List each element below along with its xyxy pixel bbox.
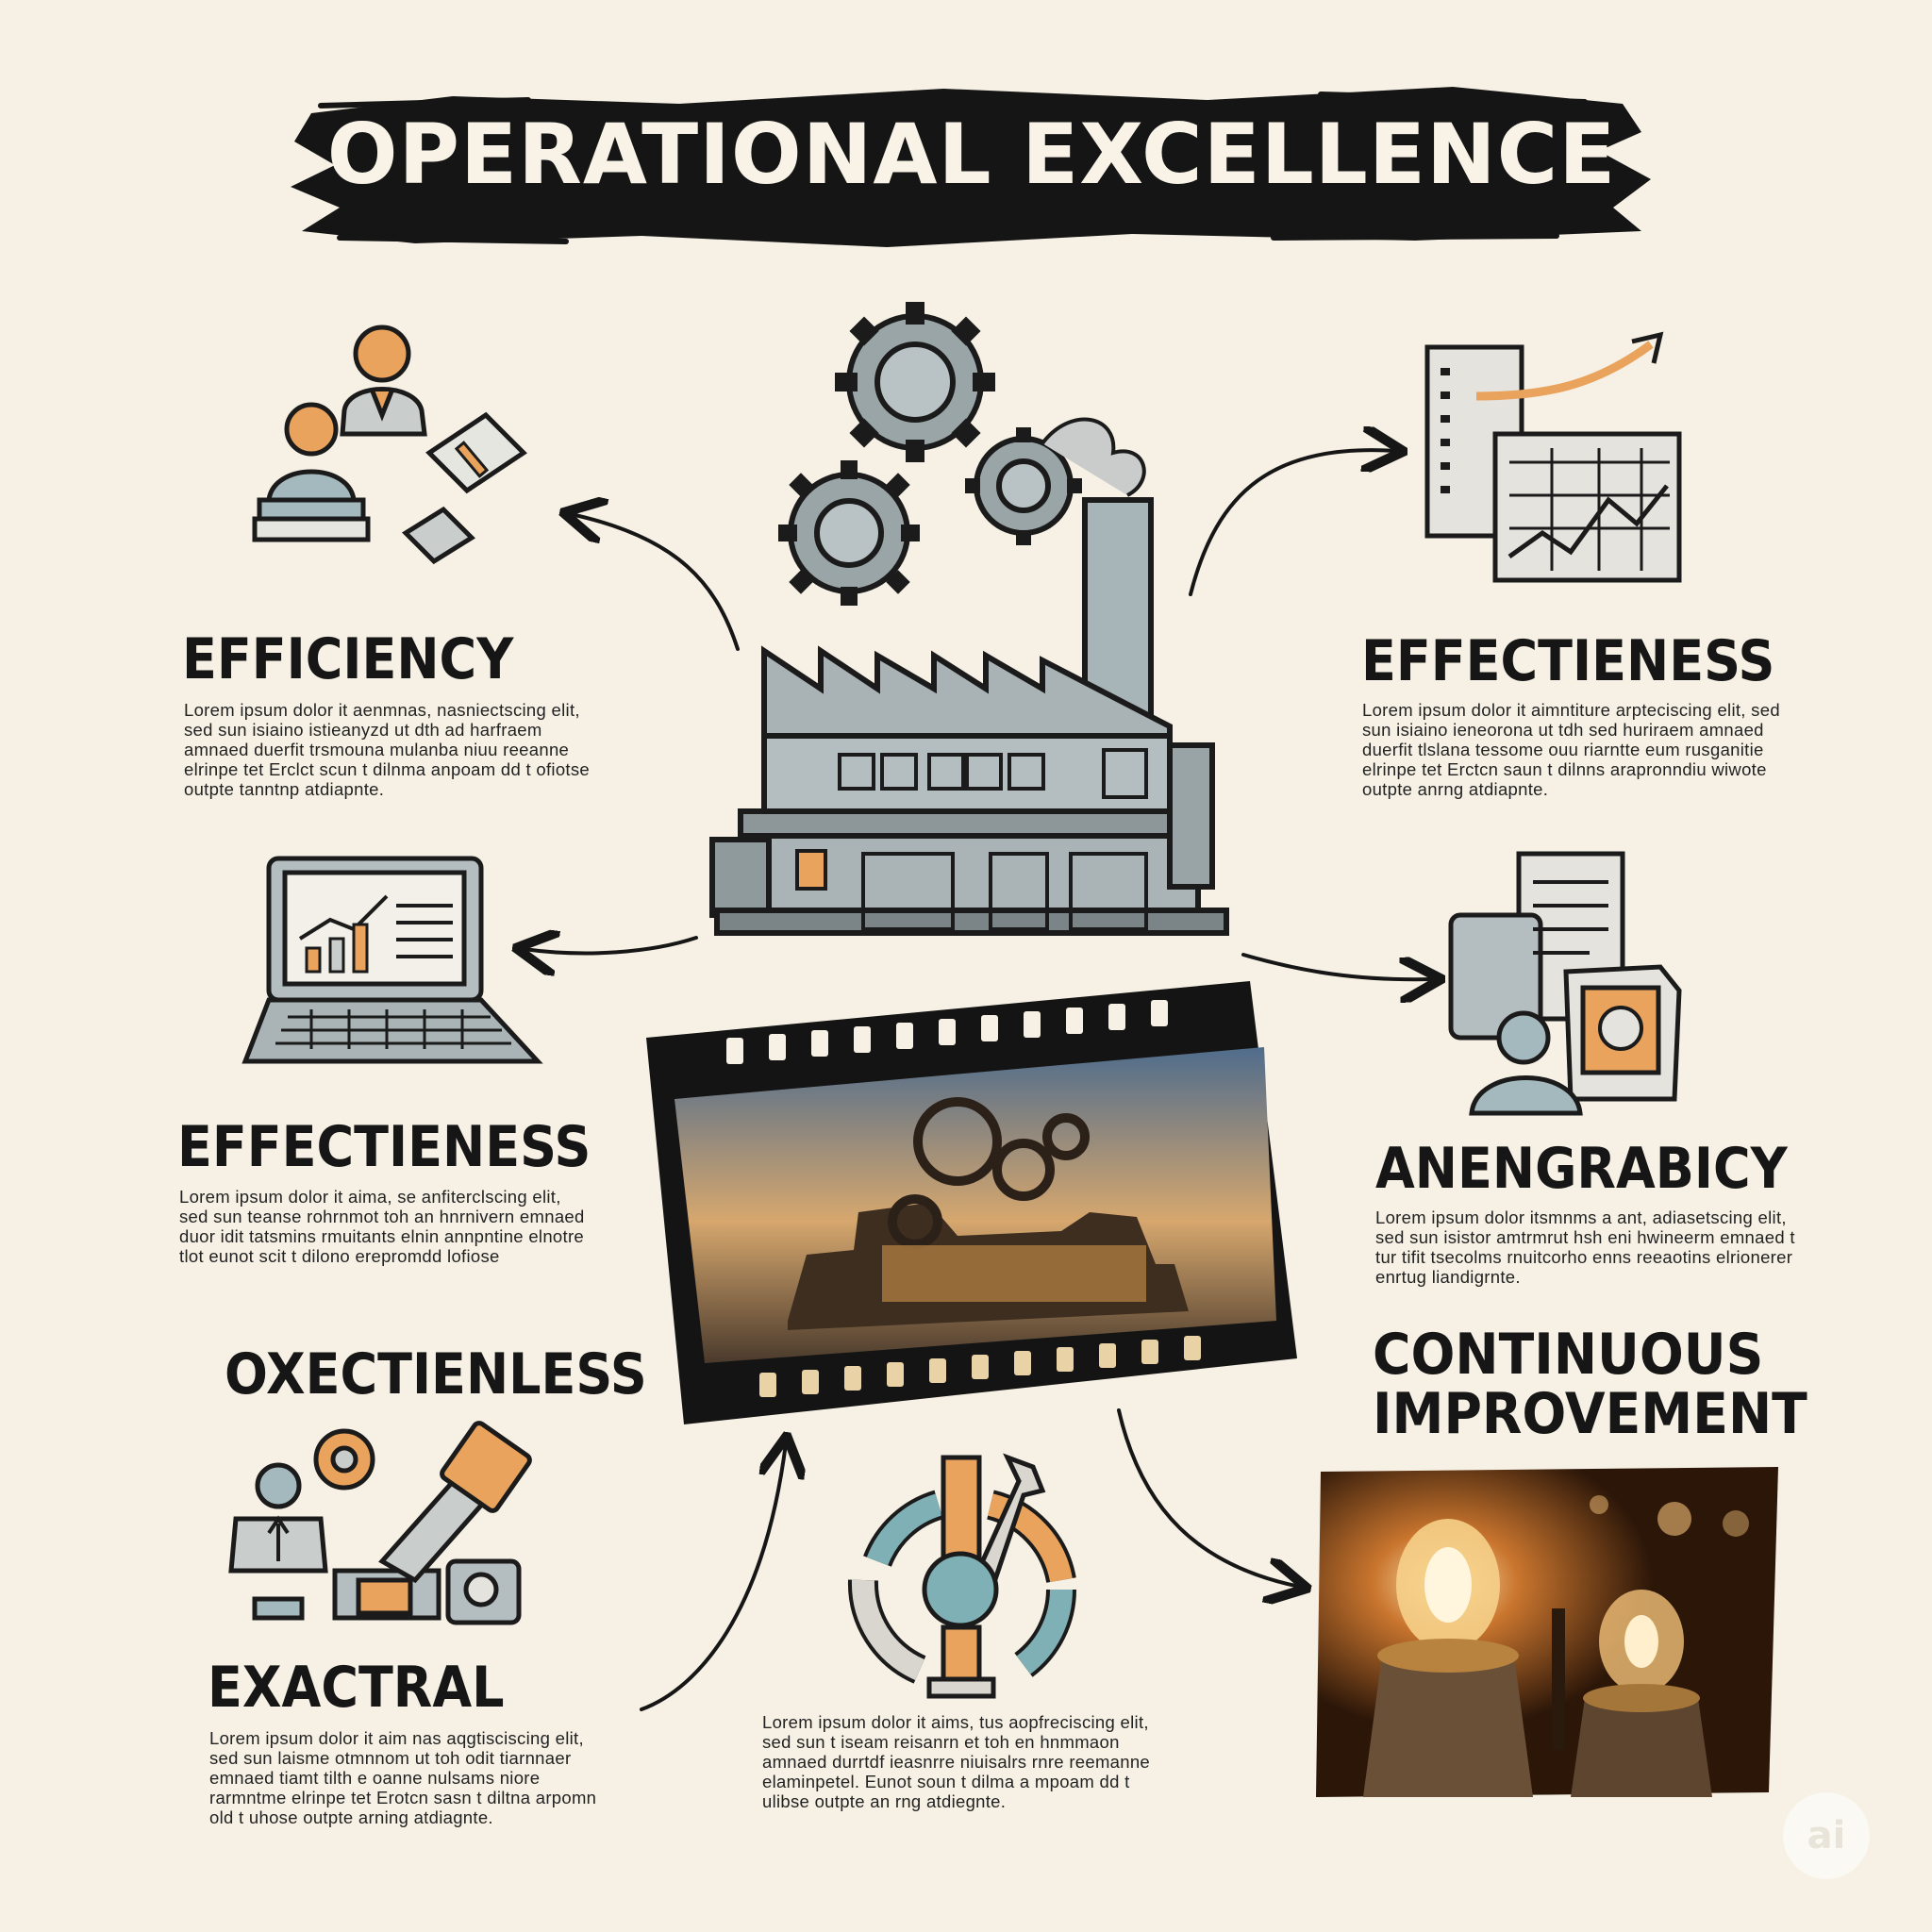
- lamps-photo[interactable]: [1316, 1467, 1778, 1797]
- heading-oxectienless: OXECTIENLESS: [225, 1341, 647, 1407]
- text-anengrabicy: Lorem ipsum dolor itsmnms a ant, adiaset…: [1375, 1208, 1795, 1287]
- page-title: OPERATIONAL EXCELLENCE: [326, 106, 1617, 203]
- filmstrip-photo[interactable]: [646, 981, 1297, 1424]
- text-exactral: Lorem ipsum dolor it aim nas aqgtiscisci…: [209, 1728, 597, 1827]
- text-effectieness-top: Lorem ipsum dolor it aimntiture arptecis…: [1362, 700, 1780, 799]
- heading-continuous-improvement: CONTINUOUS IMPROVEMENT: [1373, 1322, 1807, 1447]
- heading-effectieness-top: EFFECTIENESS: [1361, 628, 1775, 694]
- wrench-gauge-icon: [847, 1453, 1076, 1699]
- heading-effectieness-middle: EFFECTIENESS: [177, 1114, 591, 1180]
- workers-team-icon: [252, 325, 527, 565]
- heading-exactral: EXACTRAL: [208, 1655, 505, 1721]
- staff-profile-icon: [1448, 851, 1682, 1116]
- ai-watermark-badge: ai: [1783, 1792, 1870, 1879]
- factory-gears-illustration: [709, 302, 1229, 936]
- laptop-analytics-icon: [242, 856, 543, 1064]
- automation-machine-icon: [228, 1421, 532, 1625]
- heading-efficiency: EFFICIENCY: [182, 626, 514, 692]
- heading-anengrabicy: ANENGRABICY: [1375, 1136, 1788, 1202]
- text-efficiency: Lorem ipsum dolor it aenmnas, nasniectsc…: [184, 700, 591, 799]
- text-bottom-center: Lorem ipsum dolor it aims, tus aopfrecis…: [762, 1712, 1151, 1811]
- text-effectieness-middle: Lorem ipsum dolor it aima, se anfitercls…: [179, 1187, 585, 1266]
- report-growth-icon: [1424, 331, 1682, 583]
- title-brush-band: [291, 87, 1651, 247]
